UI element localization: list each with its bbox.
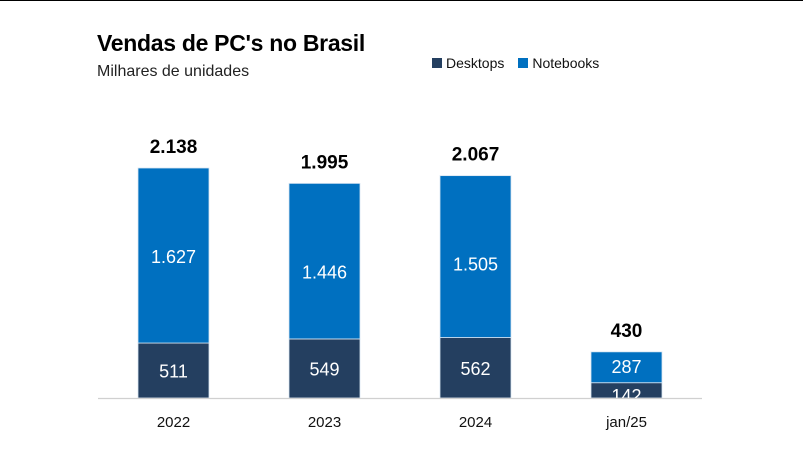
- legend-label-notebooks: Notebooks: [532, 55, 600, 71]
- axis-mask: [98, 399, 702, 405]
- legend-item-desktops: Desktops: [432, 55, 504, 71]
- legend-label-desktops: Desktops: [446, 55, 505, 71]
- x-tick-label-2023: 2023: [308, 414, 341, 431]
- chart-subtitle: Milhares de unidades: [97, 63, 250, 80]
- legend-swatch-desktops: [432, 58, 442, 68]
- data-label-desktops-2023: 549: [309, 359, 339, 379]
- x-tick-label-2024: 2024: [459, 414, 492, 431]
- total-label-2024: 2.067: [452, 145, 500, 166]
- data-label-desktops-2022: 511: [159, 362, 188, 382]
- data-label-desktops-2024: 562: [460, 359, 490, 379]
- data-label-notebooks-jan-25: 287: [611, 357, 641, 377]
- top-border: [0, 0, 803, 1]
- bar-desktops-2022: [137, 342, 210, 399]
- bar-notebooks-2022: [137, 167, 210, 344]
- legend: Desktops Notebooks: [432, 55, 613, 71]
- data-label-notebooks-2024: 1.505: [453, 255, 498, 275]
- legend-item-notebooks: Notebooks: [518, 55, 599, 71]
- total-label-2023: 1.995: [301, 152, 349, 173]
- chart-title: Vendas de PC's no Brasil: [97, 30, 365, 56]
- data-label-notebooks-2022: 1.627: [151, 247, 196, 267]
- total-label-2022: 2.138: [150, 137, 198, 158]
- total-label-jan-25: 430: [611, 321, 643, 342]
- data-label-notebooks-2023: 1.446: [302, 262, 347, 282]
- bar-notebooks-2023: [288, 182, 361, 340]
- legend-swatch-notebooks: [518, 58, 529, 68]
- x-tick-label-2022: 2022: [157, 414, 190, 431]
- bar-notebooks-jan-25: [590, 351, 663, 384]
- x-tick-label-jan-25: jan/25: [605, 414, 647, 431]
- bar-notebooks-2024: [439, 175, 512, 338]
